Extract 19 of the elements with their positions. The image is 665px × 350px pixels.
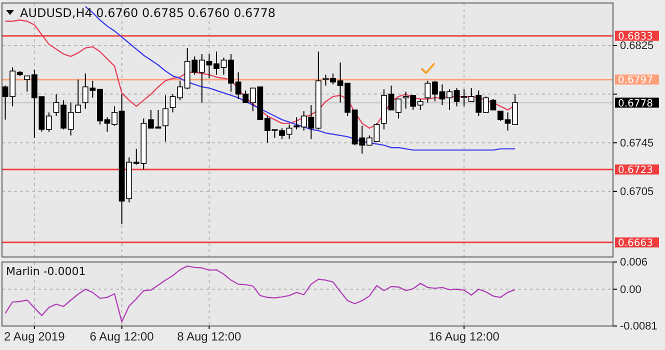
chart-title: Marlin -0.0001 <box>6 265 86 278</box>
y-tick-label: 0.00 <box>620 284 642 296</box>
y-tick-label: 0.6745 <box>620 137 654 150</box>
candlestick <box>162 94 168 142</box>
x-tick-label: 2 Aug 2019 <box>4 330 66 344</box>
y-tick-label: 0.6825 <box>620 40 654 52</box>
y-tick-label: 0.006 <box>620 256 648 269</box>
line-series <box>4 265 516 323</box>
ref-line-label: 0.6797 <box>618 75 653 86</box>
ref-line-label: 0.6778 <box>618 98 653 110</box>
ref-line-label: 0.6663 <box>618 238 653 250</box>
y-tick-label: 0.6705 <box>620 186 654 198</box>
x-tick-label: 6 Aug 12:00 <box>90 330 154 344</box>
y-tick-label: -0.0081 <box>620 320 658 333</box>
ref-line-label: 0.6723 <box>618 165 653 176</box>
x-tick-label: 16 Aug 12:00 <box>428 330 500 344</box>
chart-title: AUDUSD,H4 0.6760 0.6785 0.6760 0.6778 <box>20 6 276 20</box>
ref-line-label: 0.6833 <box>618 31 653 42</box>
x-tick-label: 8 Aug 12:00 <box>177 330 242 344</box>
